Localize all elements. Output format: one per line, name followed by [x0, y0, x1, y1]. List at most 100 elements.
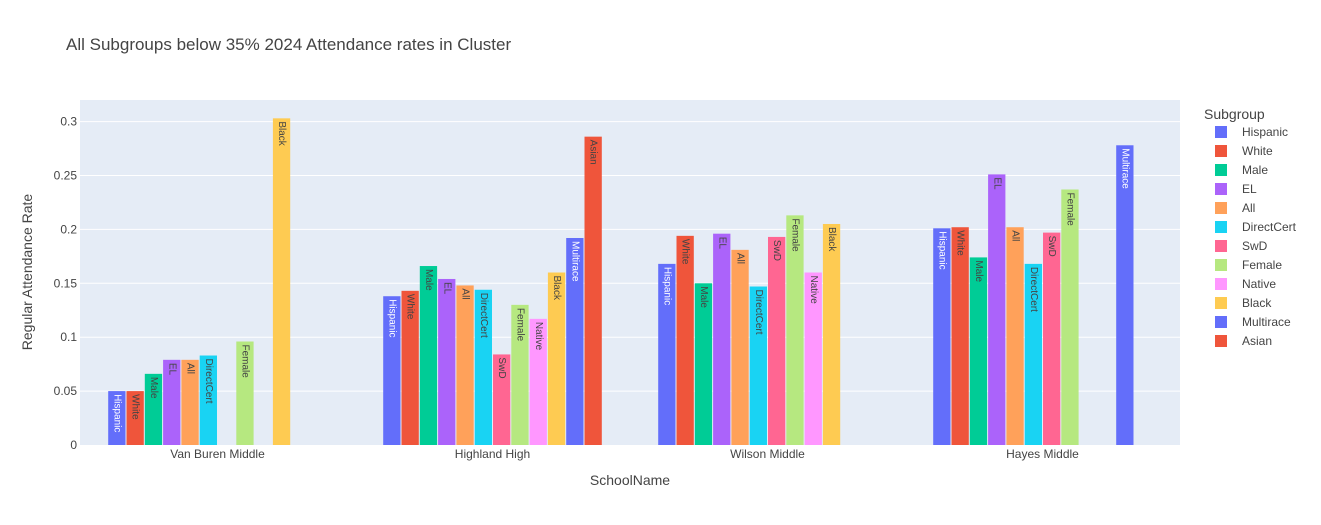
bar-directcert [1024, 263, 1042, 445]
bar-label: EL [166, 363, 177, 376]
x-tick-label: Wilson Middle [730, 447, 805, 461]
bar-hispanic [383, 296, 401, 445]
bar-label: All [460, 288, 471, 299]
legend-swatch [1215, 221, 1227, 233]
legend-swatch [1215, 183, 1227, 195]
bar-label: Asian [588, 140, 599, 165]
bar-male [969, 257, 988, 445]
bar-white [401, 290, 419, 445]
bar-label: DirectCert [478, 293, 489, 338]
bar-label: DirectCert [753, 290, 764, 335]
y-tick-label: 0.2 [60, 222, 77, 236]
legend-label: DirectCert [1242, 220, 1297, 234]
legend-label: White [1242, 144, 1273, 158]
bar-label: Hispanic [661, 267, 672, 305]
bar-label: White [405, 294, 416, 320]
bar-white [951, 227, 969, 445]
bar-male [419, 266, 438, 445]
bar-swd [768, 236, 786, 445]
legend-swatch [1215, 145, 1227, 157]
bar-all [456, 285, 474, 445]
chart-title: All Subgroups below 35% 2024 Attendance … [66, 35, 511, 54]
bar-all [181, 359, 199, 445]
legend-swatch [1215, 335, 1227, 347]
legend-label: Black [1242, 296, 1272, 310]
bar-label: Female [239, 345, 250, 379]
legend-label: Native [1242, 277, 1276, 291]
bar-directcert [199, 355, 217, 445]
bar-label: SwD [496, 357, 507, 378]
bar-male [144, 373, 163, 445]
bar-label: Black [276, 121, 287, 146]
legend-label: SwD [1242, 239, 1268, 253]
legend-label: EL [1242, 182, 1257, 196]
bar-label: Native [533, 322, 544, 351]
bar-label: All [735, 253, 746, 264]
bar-label: EL [716, 237, 727, 250]
bar-female [236, 341, 254, 445]
y-axis-title: Regular Attendance Rate [19, 194, 35, 351]
bar-label: Male [698, 286, 709, 308]
y-tick-label: 0.15 [54, 276, 78, 290]
x-tick-label: Highland High [455, 447, 530, 461]
x-tick-label: Van Buren Middle [170, 447, 265, 461]
bar-label: Female [1064, 192, 1075, 226]
bar-multirace [1116, 145, 1134, 445]
bar-all [1006, 227, 1024, 445]
bar-hispanic [658, 263, 676, 445]
legend-label: Male [1242, 163, 1268, 177]
y-tick-label: 0.25 [54, 168, 78, 182]
bar-label: Black [551, 276, 562, 301]
legend-swatch [1215, 240, 1227, 252]
bar-label: White [680, 239, 691, 265]
legend-swatch [1215, 126, 1227, 138]
bar-white [126, 391, 144, 445]
bar-black [547, 272, 566, 445]
y-tick-label: 0.05 [54, 384, 78, 398]
bar-female [786, 215, 804, 445]
bar-label: Female [514, 308, 525, 342]
x-axis-title: SchoolName [590, 472, 670, 488]
bar-label: White [955, 230, 966, 256]
gridlines [80, 121, 1180, 392]
bar-label: DirectCert [203, 359, 214, 404]
x-axis-ticks: Van Buren Middle Highland High Wilson Midd… [170, 447, 1079, 461]
legend-swatch [1215, 259, 1227, 271]
legend-swatch [1215, 164, 1227, 176]
bar-label: EL [991, 177, 1002, 190]
x-tick-label: Hayes Middle [1006, 447, 1079, 461]
bar-label: Hispanic [111, 394, 122, 432]
bar-black [822, 223, 841, 445]
bar-label: Multirace [1119, 148, 1130, 189]
legend-label: Asian [1242, 334, 1272, 348]
y-tick-label: 0 [70, 438, 77, 452]
bar-male [694, 283, 713, 445]
bar-black [272, 118, 291, 445]
legend-swatch [1215, 202, 1227, 214]
bar-all [731, 249, 749, 445]
bar-el [438, 278, 456, 445]
legend-label: Female [1242, 258, 1282, 272]
bar-label: SwD [1046, 236, 1057, 257]
bar-el [163, 359, 181, 445]
bar-label: White [130, 394, 141, 420]
y-tick-label: 0.1 [60, 330, 77, 344]
bar-native [804, 272, 822, 445]
bar-label: EL [441, 282, 452, 295]
legend-title: Subgroup [1204, 106, 1265, 122]
legend-swatch [1215, 297, 1227, 309]
bar-label: SwD [771, 240, 782, 261]
bar-label: DirectCert [1028, 267, 1039, 312]
bar-white [676, 235, 694, 445]
legend-label: Hispanic [1242, 125, 1288, 139]
bar-hispanic [933, 228, 951, 445]
bar-native [529, 318, 547, 445]
bar-label: All [1010, 230, 1021, 241]
bar-swd [493, 354, 511, 445]
bar-female [511, 304, 529, 445]
y-tick-label: 0.3 [60, 115, 77, 129]
bar-label: Hispanic [936, 231, 947, 269]
bar-multirace [566, 238, 584, 445]
bar-label: Male [423, 269, 434, 291]
